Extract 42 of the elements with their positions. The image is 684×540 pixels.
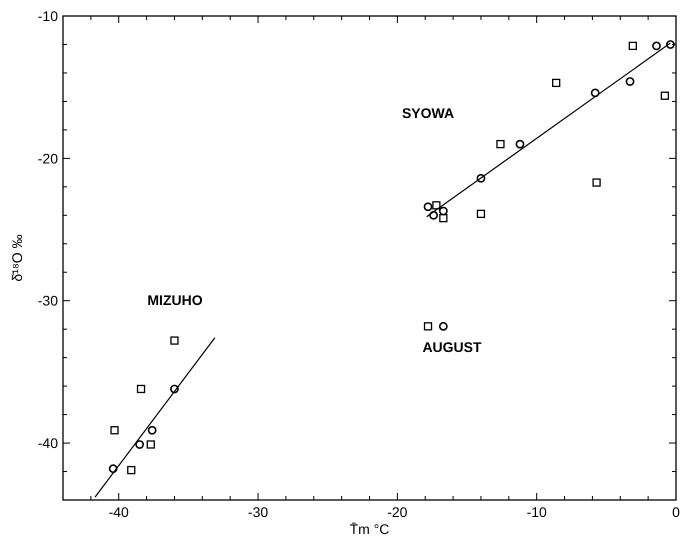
x-tick-label: -20 — [387, 504, 408, 520]
point — [170, 384, 179, 394]
point — [438, 206, 448, 216]
point — [148, 426, 157, 435]
point — [592, 178, 601, 187]
point — [424, 202, 432, 212]
point — [666, 40, 675, 49]
y-tick-label: -40 — [38, 435, 58, 452]
x-tick-label: -30 — [248, 504, 268, 520]
point — [476, 174, 486, 183]
y-tick-label: -30 — [38, 292, 58, 309]
y-tick-label: -10 — [38, 8, 58, 24]
annotation: AUGUST — [422, 339, 482, 355]
x-tick-label: -40 — [108, 504, 130, 520]
point — [476, 210, 486, 218]
x-tick-label: 0 — [672, 504, 680, 520]
point — [660, 92, 670, 100]
point — [424, 322, 432, 330]
point — [652, 41, 661, 50]
point — [628, 42, 637, 50]
point — [626, 77, 634, 86]
point — [170, 336, 179, 345]
point — [516, 140, 524, 149]
point — [429, 210, 438, 220]
point — [590, 88, 600, 98]
x-tick-label: -10 — [526, 504, 548, 520]
point — [432, 201, 441, 210]
y-axis-title: δ̄¹⁸O ‰ — [9, 234, 25, 282]
annotation: MIZUHO — [147, 292, 203, 308]
point — [136, 384, 146, 394]
point — [135, 440, 144, 449]
point — [439, 214, 448, 222]
annotation: SYOWA — [402, 105, 454, 121]
point — [552, 78, 560, 88]
point — [438, 322, 448, 331]
point — [146, 440, 155, 449]
point — [110, 426, 119, 434]
x-axis-title: T̄m °C — [350, 521, 390, 537]
point — [496, 140, 505, 148]
point — [108, 464, 118, 474]
point — [127, 466, 136, 474]
y-tick-label: -20 — [38, 150, 58, 166]
